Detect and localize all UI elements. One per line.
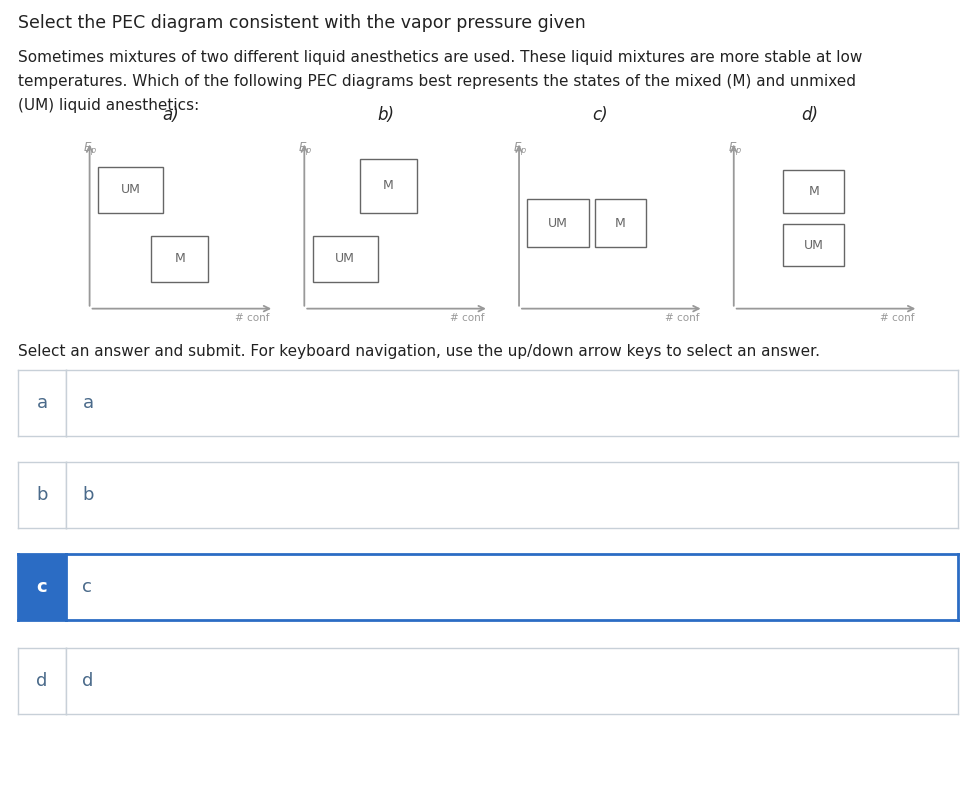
Text: M: M [383,179,393,192]
Bar [151,236,209,282]
Text: M: M [808,185,819,198]
Bar [527,199,589,247]
Text: Sometimes mixtures of two different liquid anesthetics are used. These liquid mi: Sometimes mixtures of two different liqu… [18,50,862,65]
Text: $E_p$: $E_p$ [84,140,98,157]
Text: $E_p$: $E_p$ [298,140,312,157]
Text: # conf: # conf [665,314,700,323]
Bar [783,224,844,266]
Text: # conf: # conf [235,314,270,323]
Text: Select an answer and submit. For keyboard navigation, use the up/down arrow keys: Select an answer and submit. For keyboar… [18,344,820,359]
Text: a: a [82,394,94,412]
Bar [359,159,417,213]
Text: b): b) [377,106,394,124]
Text: temperatures. Which of the following PEC diagrams best represents the states of : temperatures. Which of the following PEC… [18,74,856,89]
Text: UM: UM [336,252,355,266]
Text: a: a [36,394,48,412]
Text: Select the PEC diagram consistent with the vapor pressure given: Select the PEC diagram consistent with t… [18,14,586,32]
Text: # conf: # conf [879,314,915,323]
Bar [312,236,378,282]
Text: c: c [37,578,47,596]
Text: $E_p$: $E_p$ [728,140,742,157]
Text: c): c) [592,106,608,124]
Text: UM: UM [121,183,141,196]
Text: b: b [82,486,94,504]
Bar [595,199,646,247]
Text: a): a) [162,106,180,124]
Text: c: c [82,578,93,596]
Text: b: b [36,486,48,504]
Text: M: M [175,252,185,266]
Text: d: d [82,672,94,690]
Text: UM: UM [549,217,568,230]
Text: (UM) liquid anesthetics:: (UM) liquid anesthetics: [18,98,199,113]
Bar [98,166,163,213]
Text: UM: UM [804,238,824,252]
Text: d: d [36,672,48,690]
Bar [783,170,844,213]
Text: d): d) [801,106,819,124]
Text: $E_p$: $E_p$ [513,140,527,157]
Text: # conf: # conf [450,314,485,323]
Text: M: M [615,217,626,230]
